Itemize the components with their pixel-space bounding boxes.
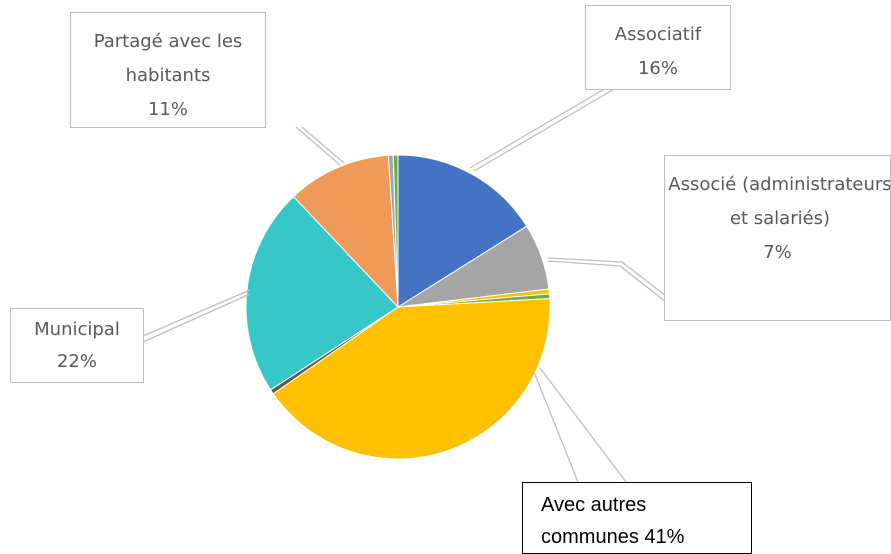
pie-slice: [245, 195, 399, 391]
value-label: 7%: [763, 242, 792, 263]
leader-line: [473, 87, 617, 172]
category-label: Associé (administrateurs et salariés): [668, 174, 891, 229]
value-label: 41%: [644, 526, 685, 548]
leader-line: [142, 293, 251, 343]
leader-line: [295, 126, 341, 166]
value-label: 16%: [637, 58, 678, 79]
leader-line: [547, 260, 667, 303]
leader-lines: [142, 87, 667, 483]
label-box: Associatif 16%: [585, 5, 731, 90]
pie-slice: [292, 154, 399, 309]
pie: [245, 154, 551, 460]
category-label: Municipal: [34, 319, 120, 340]
label: Avec autres communes 41%: [541, 489, 711, 553]
label-box: Municipal 22%: [10, 308, 144, 383]
pie-slice: [272, 298, 551, 460]
value-label: 11%: [147, 99, 188, 120]
category-label: Avec autres communes: [541, 494, 647, 548]
leader-line: [547, 257, 667, 297]
leader-line: [533, 371, 579, 483]
category-label: Partagé avec les habitants: [93, 31, 243, 86]
category-label: Associatif: [614, 24, 702, 45]
leader-line: [301, 126, 345, 164]
label-box: Partagé avec les habitants 11%: [70, 12, 266, 128]
leader-line: [469, 87, 607, 169]
pie-slice: [392, 154, 399, 308]
leader-line: [539, 367, 627, 483]
label-box: Avec autres communes 41%: [522, 482, 752, 554]
label-box: Associé (administrateurs et salariés) 7%: [664, 155, 891, 321]
value-label: 22%: [56, 351, 97, 372]
leader-line: [142, 289, 251, 337]
pie-slice: [397, 154, 528, 308]
